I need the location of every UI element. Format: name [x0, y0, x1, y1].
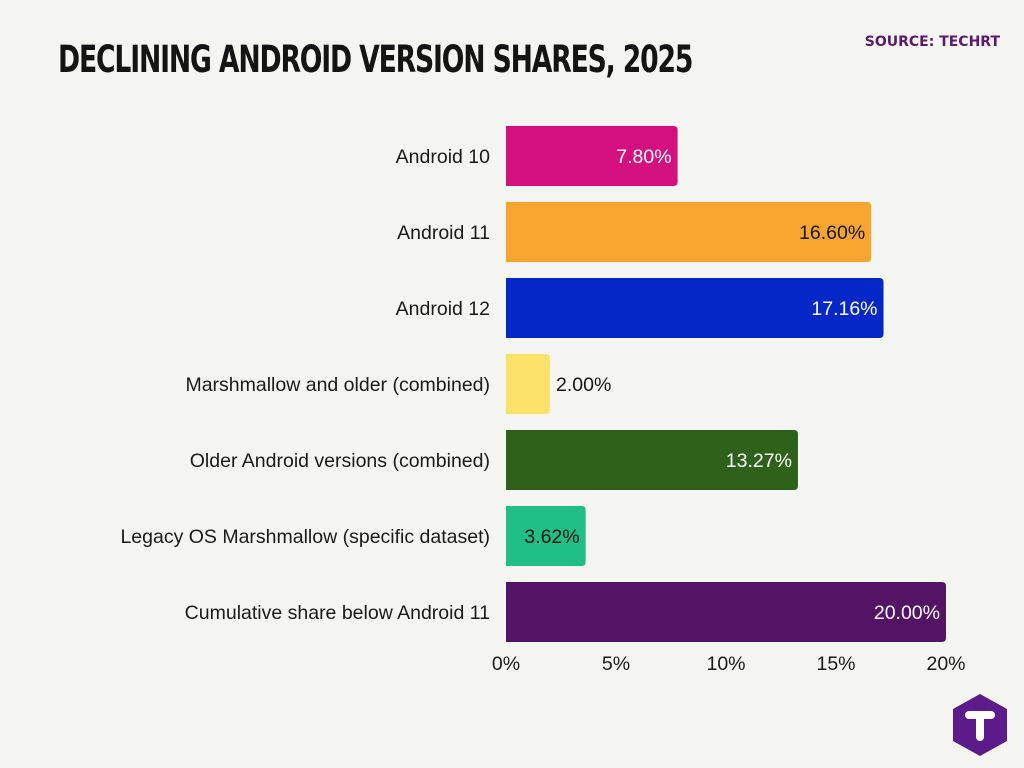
data-label: 7.80%	[616, 146, 671, 168]
category-label: Android 11	[397, 222, 490, 244]
data-label: 20.00%	[874, 602, 940, 624]
x-tick-label: 10%	[706, 653, 745, 675]
category-label: Legacy OS Marshmallow (specific dataset)	[120, 526, 490, 548]
category-label: Android 10	[396, 146, 490, 168]
x-tick-label: 0%	[492, 653, 520, 675]
data-label: 13.27%	[726, 450, 792, 472]
data-label: 16.60%	[799, 222, 865, 244]
category-label: Older Android versions (combined)	[190, 450, 490, 472]
bar	[506, 202, 872, 262]
bar	[506, 278, 884, 338]
bar	[506, 430, 798, 490]
source-label: SOURCE: TECHRT	[864, 34, 1000, 50]
data-label: 2.00%	[556, 374, 611, 396]
x-tick-label: 20%	[926, 653, 965, 675]
bar	[506, 582, 946, 642]
page-title: DECLINING ANDROID VERSION SHARES, 2025	[58, 38, 693, 81]
x-tick-label: 5%	[602, 653, 630, 675]
data-label: 17.16%	[811, 298, 877, 320]
bar	[506, 126, 678, 186]
x-tick-label: 15%	[816, 653, 855, 675]
bar	[506, 506, 586, 566]
category-label: Android 12	[396, 298, 490, 320]
category-label: Cumulative share below Android 11	[185, 602, 490, 624]
bar	[506, 354, 550, 414]
techrt-t-logo-icon	[950, 692, 1010, 763]
category-label: Marshmallow and older (combined)	[185, 374, 490, 396]
data-label: 3.62%	[524, 526, 579, 548]
